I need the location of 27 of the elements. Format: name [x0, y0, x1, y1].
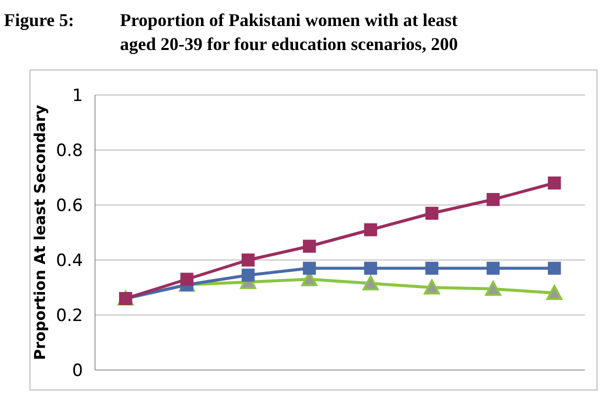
- point: [548, 176, 561, 190]
- point: [302, 262, 316, 275]
- point: [364, 223, 378, 236]
- point: [424, 280, 440, 294]
- point: [425, 206, 438, 220]
- caption: Figure 5:: [4, 10, 74, 30]
- y-tick-label: 0.8: [56, 140, 83, 161]
- point: [546, 285, 562, 300]
- point: [180, 272, 194, 286]
- point: [425, 262, 438, 275]
- point: [242, 254, 255, 266]
- y-tick-label: 1: [72, 86, 83, 106]
- point: [548, 262, 561, 275]
- point: [485, 280, 502, 296]
- y-axis-title: Proportion At least Secondary: [31, 104, 49, 360]
- chart-subtitle: aged 20-39 for four education scenarios, 200: [120, 34, 458, 54]
- y-tick-label: 0.2: [56, 306, 83, 326]
- y-tick-label: 0.4: [56, 250, 83, 271]
- point: [302, 240, 316, 253]
- point: [364, 262, 378, 275]
- y-tick-label: 0: [72, 360, 83, 381]
- point: [486, 193, 500, 206]
- point: [242, 268, 255, 282]
- chart-title: Proportion of Pakistani women with at least: [120, 10, 458, 30]
- y-tick-label: 0.6: [56, 196, 83, 216]
- point: [486, 262, 500, 275]
- point: [362, 275, 379, 290]
